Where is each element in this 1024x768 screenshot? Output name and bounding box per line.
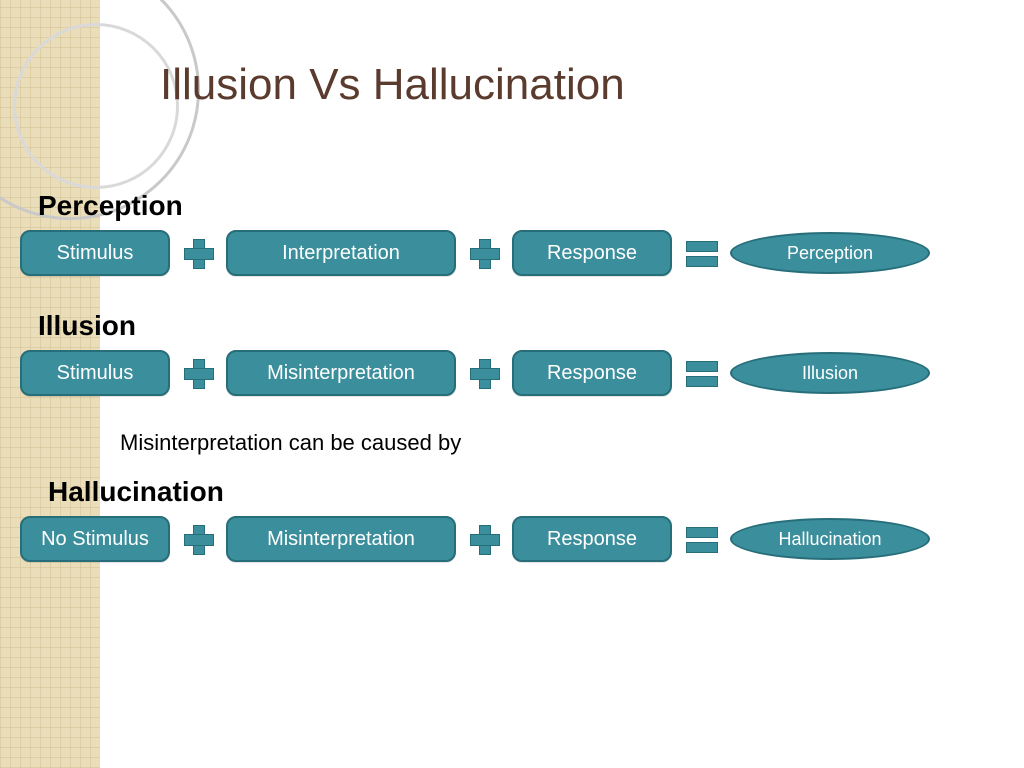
- flow-row-hallucination: No Stimulus Misinterpretation Response H…: [20, 516, 1010, 562]
- equals-icon: [686, 525, 716, 553]
- box-stimulus: Stimulus: [20, 350, 170, 396]
- plus-icon: [184, 525, 212, 553]
- plus-icon: [184, 359, 212, 387]
- equals-icon: [686, 239, 716, 267]
- box-stimulus: Stimulus: [20, 230, 170, 276]
- result-perception: Perception: [730, 232, 930, 274]
- plus-icon: [470, 359, 498, 387]
- box-misinterpretation: Misinterpretation: [226, 516, 456, 562]
- box-misinterpretation: Misinterpretation: [226, 350, 456, 396]
- box-response: Response: [512, 230, 672, 276]
- plus-icon: [470, 525, 498, 553]
- flow-row-illusion: Stimulus Misinterpretation Response Illu…: [20, 350, 1010, 396]
- box-response: Response: [512, 350, 672, 396]
- equals-icon: [686, 359, 716, 387]
- decorative-circles: [0, 0, 200, 220]
- section-label-hallucination: Hallucination: [48, 476, 1010, 508]
- box-interpretation: Interpretation: [226, 230, 456, 276]
- content-area: Perception Stimulus Interpretation Respo…: [20, 190, 1010, 596]
- plus-icon: [184, 239, 212, 267]
- result-illusion: Illusion: [730, 352, 930, 394]
- midtext: Misinterpretation can be caused by: [120, 430, 1010, 456]
- box-response: Response: [512, 516, 672, 562]
- result-hallucination: Hallucination: [730, 518, 930, 560]
- slide-title: Illusion Vs Hallucination: [160, 60, 625, 110]
- plus-icon: [470, 239, 498, 267]
- flow-row-perception: Stimulus Interpretation Response Percept…: [20, 230, 1010, 276]
- section-label-perception: Perception: [38, 190, 1010, 222]
- section-label-illusion: Illusion: [38, 310, 1010, 342]
- box-no-stimulus: No Stimulus: [20, 516, 170, 562]
